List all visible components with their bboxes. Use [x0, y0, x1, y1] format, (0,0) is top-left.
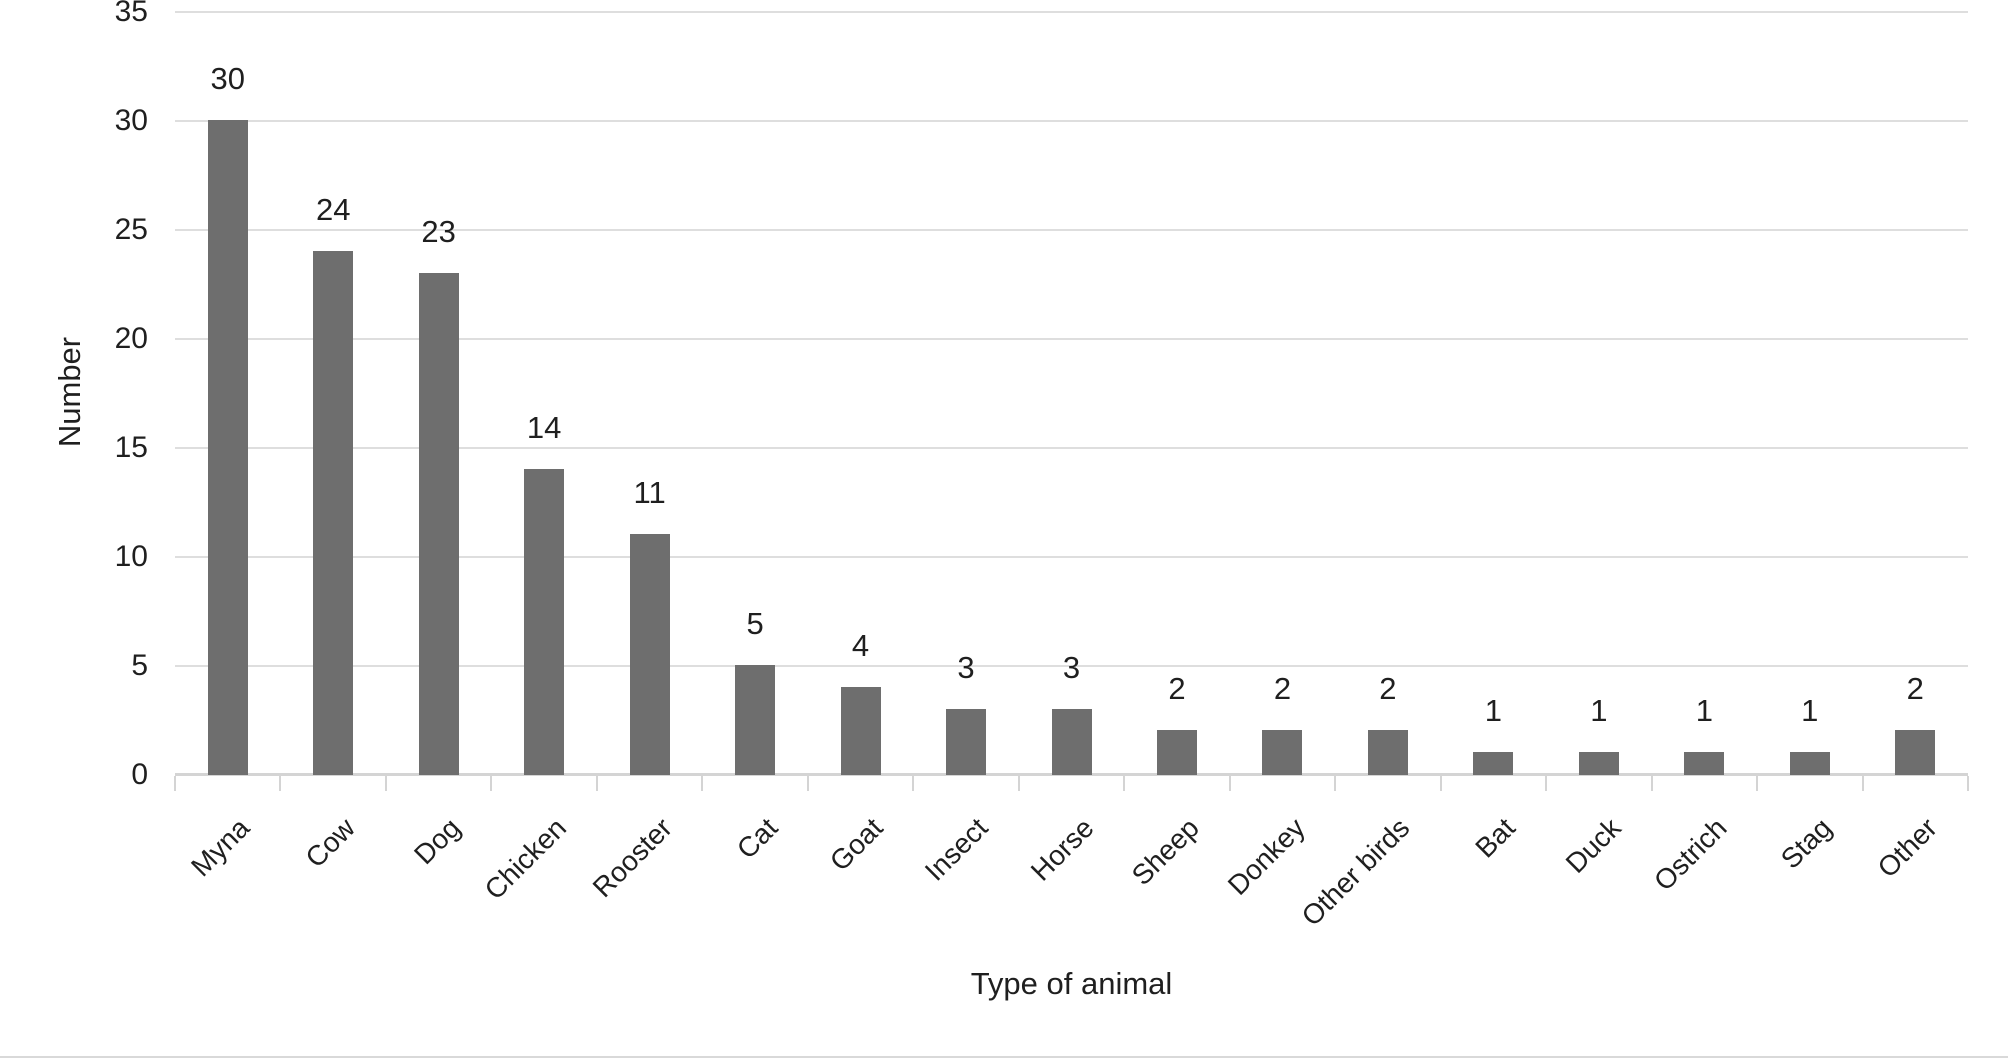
y-gridline	[175, 556, 1968, 558]
bar-value-label: 4	[851, 627, 870, 663]
bar	[840, 686, 881, 775]
bar-value-label: 3	[957, 649, 975, 685]
y-tick-label: 30	[114, 104, 148, 137]
y-gridline	[175, 11, 1968, 13]
bar	[418, 272, 459, 775]
category-label: Donkey	[1221, 812, 1311, 902]
bar	[1051, 708, 1092, 775]
bar-value-label: 3	[1062, 649, 1081, 685]
category-label: Goat	[823, 812, 889, 877]
bar-value-label: 2	[1273, 671, 1292, 707]
category-label: Rooster	[586, 812, 678, 904]
x-tick-mark	[595, 776, 598, 791]
bar-value-label: 14	[526, 409, 562, 445]
category-label: Sheep	[1125, 812, 1205, 892]
category-label: Horse	[1024, 812, 1100, 887]
category-label: Insect	[919, 812, 994, 887]
x-tick-mark	[279, 776, 282, 791]
bar	[629, 534, 670, 775]
y-gridline	[175, 338, 1968, 340]
bar-value-label: 30	[210, 61, 245, 96]
category-label: Cat	[730, 812, 784, 865]
bar-value-label: 1	[1695, 693, 1713, 729]
x-tick-mark	[384, 776, 387, 791]
category-label: Other birds	[1295, 812, 1416, 932]
y-tick-label: 10	[114, 540, 148, 573]
bar	[946, 708, 987, 775]
x-tick-mark	[1650, 776, 1653, 791]
category-label: Cow	[299, 812, 362, 874]
bar	[1156, 730, 1197, 775]
category-label: Stag	[1775, 812, 1838, 875]
page-bottom-border	[0, 1056, 2008, 1058]
x-tick-mark	[1861, 776, 1864, 791]
bar-value-label: 1	[1801, 693, 1819, 729]
x-tick-mark	[174, 776, 176, 791]
category-label: Chicken	[478, 812, 573, 906]
bar-value-label: 1	[1590, 693, 1608, 729]
bar	[1367, 730, 1408, 775]
x-tick-mark	[490, 776, 493, 791]
y-gridline	[175, 120, 1968, 122]
y-tick-label: 25	[114, 213, 148, 246]
x-tick-mark	[1756, 776, 1759, 791]
y-tick-label: 20	[114, 322, 148, 355]
x-tick-mark	[1228, 776, 1231, 791]
bar	[1262, 730, 1303, 775]
bar	[1473, 752, 1514, 775]
bar-value-label: 1	[1484, 693, 1502, 729]
y-tick-label: 35	[114, 0, 148, 28]
bar	[313, 250, 354, 775]
bar	[207, 120, 248, 775]
y-gridline	[175, 447, 1968, 449]
y-tick-label: 0	[131, 758, 148, 791]
bar	[1895, 730, 1936, 775]
category-label: Ostrich	[1647, 812, 1733, 897]
bar	[1578, 752, 1619, 775]
category-label: Bat	[1469, 812, 1522, 864]
bar-value-label: 5	[746, 606, 764, 641]
bar	[524, 468, 565, 775]
bar-value-label: 23	[421, 213, 456, 249]
y-gridline	[175, 665, 1968, 667]
y-gridline	[175, 229, 1968, 231]
x-tick-mark	[1123, 776, 1126, 791]
bar	[735, 665, 776, 775]
x-tick-mark	[1334, 776, 1337, 791]
bar-value-label: 2	[1379, 671, 1397, 707]
y-axis-title: Number	[52, 336, 87, 448]
x-tick-mark	[701, 776, 704, 791]
x-axis-title: Type of animal	[970, 966, 1173, 1001]
x-tick-mark	[1017, 776, 1020, 791]
category-label: Other	[1871, 812, 1944, 884]
x-tick-mark	[1439, 776, 1442, 791]
category-label: Dog	[408, 812, 467, 871]
bar-value-label: 11	[633, 475, 666, 511]
bar	[1684, 752, 1725, 775]
y-tick-label: 5	[131, 649, 148, 682]
y-tick-label: 15	[114, 431, 148, 464]
bar-value-label: 24	[315, 191, 351, 227]
x-tick-mark	[1967, 776, 1969, 791]
bar-value-label: 2	[1906, 671, 1924, 707]
x-tick-mark	[806, 776, 809, 791]
bar	[1789, 752, 1830, 775]
x-tick-mark	[912, 776, 915, 791]
category-label: Duck	[1559, 812, 1627, 880]
x-tick-mark	[1545, 776, 1548, 791]
category-label: Myna	[185, 812, 256, 883]
bar-value-label: 2	[1168, 671, 1186, 707]
